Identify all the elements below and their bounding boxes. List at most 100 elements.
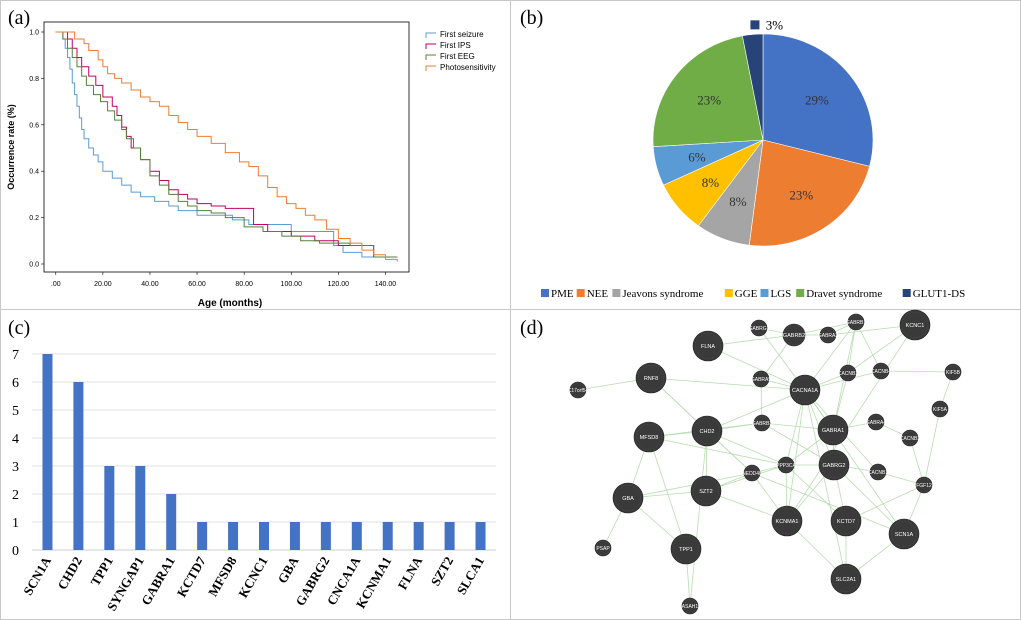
chart-d-edge bbox=[627, 472, 753, 499]
chart-c-xtick-label: KCNC1 bbox=[235, 554, 270, 600]
chart-d-node-texture bbox=[848, 314, 864, 330]
chart-d-edge bbox=[648, 436, 687, 550]
chart-a-series-first-eeg bbox=[55, 31, 398, 258]
chart-a-xtick-label: 100.00 bbox=[281, 281, 303, 288]
chart-a-legend-label: First seizure bbox=[440, 30, 484, 39]
chart-d-node-label: FGF12 bbox=[916, 483, 932, 489]
chart-c-xtick-label: SCN1A bbox=[20, 553, 54, 597]
chart-b-legend-label: Jeavons syndrome bbox=[622, 288, 703, 300]
chart-d-node-texture bbox=[754, 415, 770, 431]
chart-c-ytick-label: 2 bbox=[12, 488, 19, 503]
chart-b-slice-nee bbox=[748, 139, 870, 247]
chart-d-node-circle bbox=[752, 370, 770, 388]
chart-d-node-cacnb1: CACNB1 bbox=[868, 463, 888, 481]
chart-d-node-label: GABRG2 bbox=[823, 463, 846, 469]
chart-d-node-texture bbox=[916, 477, 932, 493]
chart-d-edge bbox=[880, 370, 954, 373]
chart-d-node-cacna1a: CACNA1A bbox=[789, 374, 821, 406]
chart-d-node-gabrg2: GABRG2 bbox=[818, 449, 850, 481]
chart-d-edge bbox=[648, 436, 787, 466]
chart-a-ytick-label: 0.4 bbox=[29, 169, 39, 176]
chart-d-node-texture bbox=[868, 414, 884, 430]
chart-a-series-first-seizure bbox=[55, 31, 398, 258]
chart-b-legend-swatch bbox=[760, 289, 769, 297]
chart-d-node-texture bbox=[753, 371, 769, 387]
chart-d-node-label: GABRB2 bbox=[783, 333, 805, 339]
chart-a-legend-label: Photosensitivity bbox=[440, 63, 496, 72]
chart-d-node-circle bbox=[915, 476, 933, 494]
chart-b-slice-dravet-syndrome bbox=[652, 35, 764, 147]
chart-d-node-texture bbox=[820, 327, 836, 343]
chart-b-slice-label: 23% bbox=[789, 187, 813, 202]
chart-d-edge bbox=[804, 389, 905, 535]
chart-b-slice-label: 23% bbox=[697, 93, 721, 108]
chart-c-bar-gabrg2 bbox=[320, 522, 331, 550]
chart-a-legend-swatch bbox=[425, 54, 436, 60]
chart-d-node-circle bbox=[777, 456, 795, 474]
chart-c-bar-kcnc1 bbox=[259, 522, 269, 550]
chart-a-ytick-label: 0.0 bbox=[29, 262, 39, 269]
chart-d-edge bbox=[689, 430, 708, 607]
chart-c-bar-flna bbox=[413, 522, 424, 550]
chart-d-node-label: SZT2 bbox=[699, 489, 712, 495]
chart-d-node-gabra1: GABRA1 bbox=[817, 414, 849, 446]
chart-d-node-circle bbox=[901, 429, 919, 447]
chart-d-node-tpp1: TPP1 bbox=[670, 533, 702, 565]
chart-d-node-texture bbox=[833, 508, 859, 534]
chart-c-ytick-label: 7 bbox=[12, 348, 19, 363]
chart-d-node-circle bbox=[690, 475, 722, 507]
chart-d-node-asah1: ASAH1 bbox=[681, 597, 698, 615]
chart-d-node-cacnb4: CACNB4 bbox=[871, 362, 891, 380]
chart-d-node-circle bbox=[692, 330, 724, 362]
chart-d-node-circle bbox=[612, 482, 644, 514]
chart-d-network: GABRG1 GABRB2 GABRA3 GABRB1 KCNC1 FLNA RNF8 GAB… bbox=[568, 309, 962, 615]
chart-c-ytick-label: 4 bbox=[12, 432, 19, 447]
chart-d-node-gabrb3: GABRB3 bbox=[752, 414, 773, 432]
chart-d-node-slc2a1: SLC2A1 bbox=[830, 563, 862, 595]
chart-b-slice-glut1-ds bbox=[742, 33, 764, 141]
chart-d-node-texture bbox=[902, 312, 928, 338]
chart-d-node-texture bbox=[673, 536, 699, 562]
chart-d-node-circle bbox=[782, 323, 806, 347]
chart-d-node-circle bbox=[830, 505, 862, 537]
chart-a-xtick-label: 60.00 bbox=[188, 281, 206, 288]
chart-d-node-chd2: CHD2 bbox=[691, 415, 723, 447]
chart-d-node-label: C17orf54 bbox=[568, 388, 589, 394]
chart-d-edge bbox=[923, 408, 941, 486]
chart-c-bar-slca1 bbox=[475, 522, 486, 550]
chart-c-xtick-label: GBA bbox=[274, 553, 301, 585]
chart-d-edge bbox=[650, 377, 806, 391]
chart-d-node-gba: GBA bbox=[612, 482, 644, 514]
chart-d-node-label: GABRB3 bbox=[752, 421, 773, 427]
chart-c-bar-kcnma1 bbox=[382, 522, 393, 550]
chart-d-node-circle bbox=[771, 505, 803, 537]
chart-d-node-kctd7: KCTD7 bbox=[830, 505, 862, 537]
chart-d-node-texture bbox=[932, 401, 948, 417]
chart-d-edge bbox=[751, 472, 905, 535]
chart-d-node-label: KCNMA1 bbox=[776, 519, 799, 525]
chart-d-node-circle bbox=[944, 363, 962, 381]
chart-d-node-label: CACNA1A bbox=[792, 388, 818, 394]
chart-d-edge bbox=[707, 345, 806, 391]
chart-c-bar-gba bbox=[289, 522, 300, 550]
chart-d-node-label: FLNA bbox=[701, 344, 715, 350]
chart-b-legend-swatch bbox=[612, 289, 621, 297]
chart-a-legend-label: First IPS bbox=[440, 41, 471, 50]
chart-b-outside-marker bbox=[750, 20, 760, 30]
chart-d-node-circle bbox=[830, 563, 862, 595]
chart-d-node-texture bbox=[840, 365, 856, 381]
chart-a-ytick-label: 0.6 bbox=[29, 122, 39, 129]
chart-d-node-label: KIF5A bbox=[933, 407, 948, 413]
chart-b-slice-label: 8% bbox=[702, 175, 720, 190]
chart-d-node-circle bbox=[867, 413, 885, 431]
chart-a-xtick-label: 20.00 bbox=[94, 281, 112, 288]
chart-a-xtick-label: 120.00 bbox=[328, 281, 350, 288]
chart-a-ytick-label: 0.8 bbox=[29, 76, 39, 83]
chart-a-xlabel: Age (months) bbox=[198, 298, 262, 309]
chart-b-pie: 29% 23% 8% 8% 6% 23% 3% PME NEE Jeavons syndrome… bbox=[541, 17, 965, 300]
chart-d-node-gabra4: GABRA4 bbox=[866, 413, 886, 431]
chart-d-node-circle bbox=[750, 319, 768, 337]
chart-d-node-label: GBA bbox=[622, 496, 634, 502]
chart-d-node-circle bbox=[818, 449, 850, 481]
chart-c-xtick-label: KCTD7 bbox=[174, 554, 209, 600]
